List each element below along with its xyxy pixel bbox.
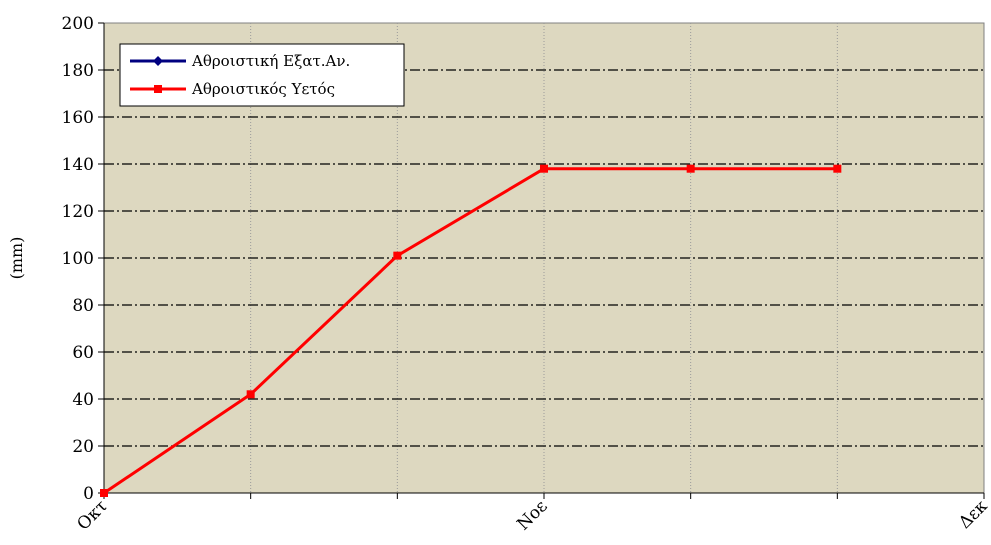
x-tick-label: Νοε	[513, 496, 551, 534]
x-axis-ticks: Οκτ Νοε Δεκ	[73, 493, 991, 535]
x-tick-label: Δεκ	[955, 496, 991, 533]
legend-label-series-2: Αθροιστικός Υετός	[191, 80, 335, 98]
legend-marker-series-1	[153, 56, 163, 66]
y-tick-label: 140	[62, 155, 94, 175]
y-tick-label: 200	[62, 14, 94, 34]
y-tick-label: 40	[72, 390, 94, 410]
legend-box	[119, 43, 405, 107]
y-tick-label: 0	[83, 484, 94, 504]
horizontal-gridlines	[104, 69, 984, 447]
series-line-2	[103, 167, 838, 495]
data-point	[100, 489, 108, 497]
y-tick-label: 120	[62, 202, 94, 222]
y-tick-label: 80	[72, 296, 94, 316]
data-point	[686, 164, 695, 173]
y-axis-label: (mm)	[7, 237, 26, 280]
legend-marker-series-2	[154, 85, 162, 93]
y-tick-label: 100	[62, 249, 94, 269]
data-point	[246, 390, 255, 399]
y-tick-label: 160	[62, 108, 94, 128]
y-axis-ticks: 0 20 40 60 80 100 120 140 160 180 200	[62, 14, 104, 504]
data-point	[540, 164, 548, 173]
y-tick-label: 180	[62, 61, 94, 81]
y-tick-label: 20	[72, 437, 94, 457]
data-point	[833, 164, 842, 173]
series-group	[100, 164, 842, 497]
legend: Αθροιστική Εξατ.Αν. Αθροιστικός Υετός	[119, 43, 405, 107]
data-point	[393, 251, 402, 260]
legend-label-series-1: Αθροιστική Εξατ.Αν.	[191, 52, 350, 70]
x-tick-label: Οκτ	[73, 496, 111, 534]
y-tick-label: 60	[72, 343, 94, 363]
